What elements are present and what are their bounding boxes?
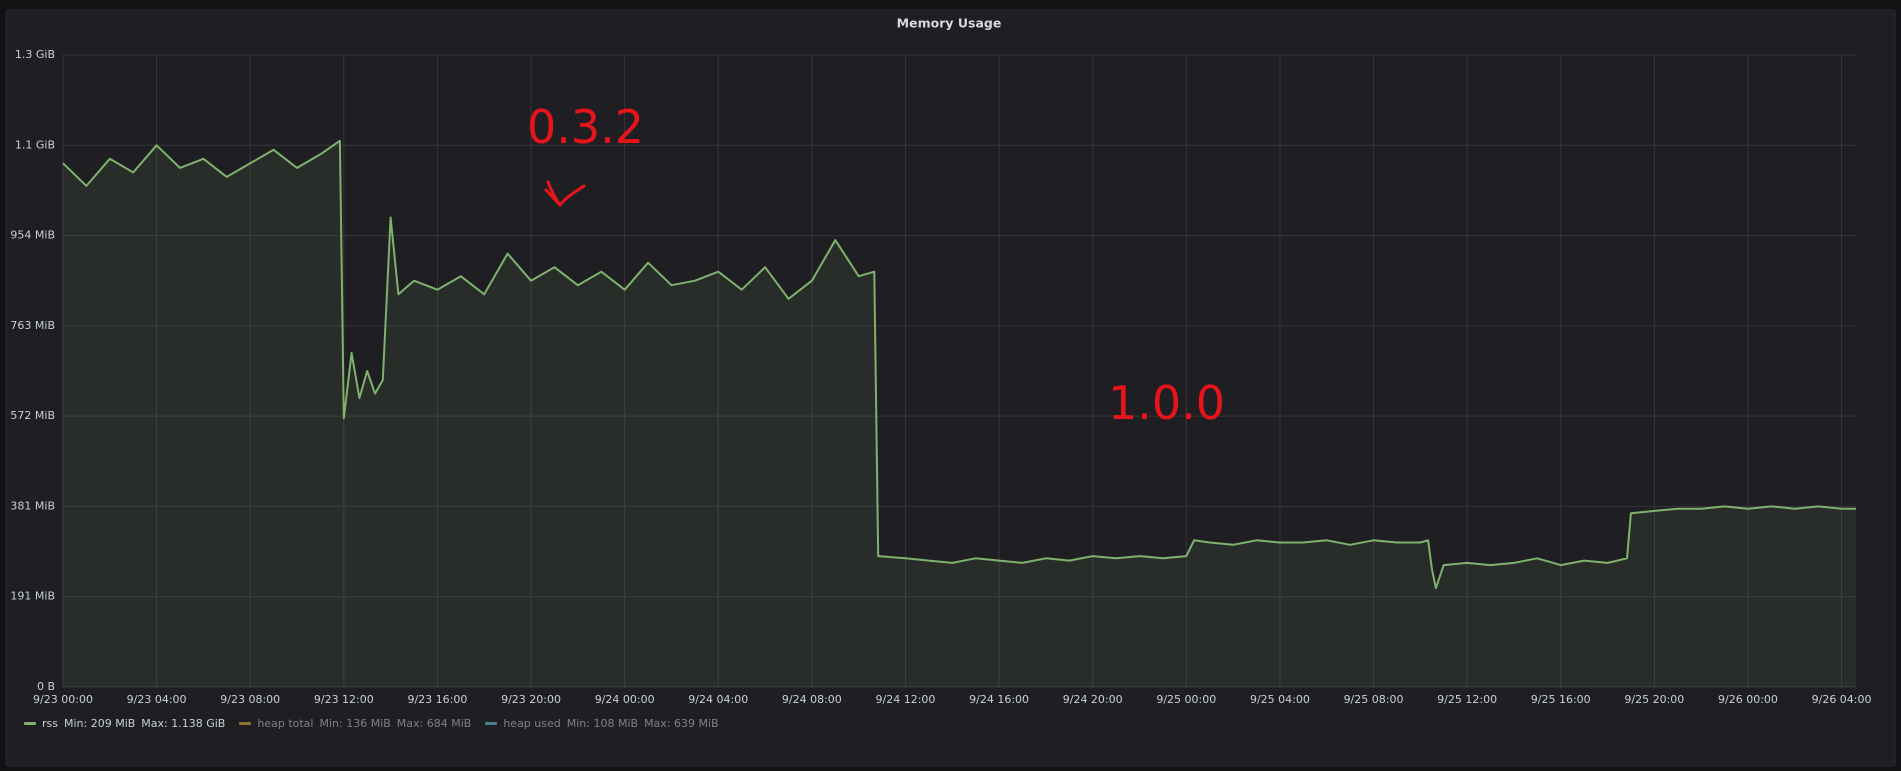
legend-label: heap total: [257, 717, 314, 730]
annotation: 1.0.0: [1108, 376, 1225, 430]
annotation: 0.3.2: [527, 100, 644, 154]
x-tick-label: 9/23 08:00: [220, 693, 280, 706]
legend-swatch: [24, 722, 36, 725]
x-tick-label: 9/24 08:00: [782, 693, 842, 706]
x-tick-label: 9/23 16:00: [407, 693, 467, 706]
panel: [5, 9, 1896, 767]
y-tick-label: 763 MiB: [10, 319, 55, 332]
x-tick-label: 9/25 12:00: [1437, 693, 1497, 706]
legend-stat: Max: 684 MiB: [396, 717, 472, 730]
legend-swatch: [485, 722, 498, 725]
legend-stat: Max: 639 MiB: [644, 717, 719, 730]
legend-item[interactable]: heap used Min: 108 MiB Max: 639 MiB: [485, 717, 719, 730]
y-tick-label: 1.3 GiB: [15, 48, 55, 61]
grid: 0 B 191 MiB 381 MiB 572 MiB 763 MiB 954 MiB 1.…: [10, 48, 1871, 706]
x-tick-label: 9/24 16:00: [969, 693, 1029, 706]
x-tick-label: 9/25 00:00: [1156, 693, 1216, 706]
x-tick-label: 9/26 00:00: [1718, 693, 1778, 706]
chart-title: Memory Usage: [897, 16, 1002, 31]
y-tick-label: 954 MiB: [10, 229, 55, 242]
x-tick-label: 9/23 20:00: [501, 693, 561, 706]
x-tick-label: 9/23 00:00: [33, 693, 93, 706]
y-tick-label: 1.1 GiB: [15, 138, 55, 151]
x-tick-label: 9/24 20:00: [1063, 693, 1123, 706]
annotation-arrow: [544, 180, 586, 208]
x-tick-label: 9/25 16:00: [1531, 693, 1591, 706]
marks: [62, 139, 1856, 688]
area: [63, 140, 1856, 688]
line: [62, 139, 1856, 590]
legend-label: rss: [42, 717, 58, 730]
y-tick-label: 0 B: [37, 680, 55, 693]
legend: rss Min: 209 MiB Max: 1.138 GiB heap total M…: [24, 717, 719, 730]
y-tick-label: 191 MiB: [10, 590, 55, 603]
legend-item[interactable]: heap total Min: 136 MiB Max: 684 MiB: [239, 717, 471, 730]
y-tick-label: 572 MiB: [10, 409, 55, 422]
x-tick-label: 9/26 04:00: [1812, 693, 1872, 706]
x-tick-label: 9/25 20:00: [1624, 693, 1684, 706]
legend-stat: Min: 136 MiB: [319, 717, 391, 730]
x-tick-label: 9/25 04:00: [1250, 693, 1310, 706]
x-tick-label: 9/23 12:00: [314, 693, 374, 706]
legend-item[interactable]: rss Min: 209 MiB Max: 1.138 GiB: [24, 717, 225, 730]
legend-stat: Max: 1.138 GiB: [141, 717, 226, 730]
legend-stat: Min: 108 MiB: [566, 717, 639, 730]
x-tick-label: 9/24 00:00: [595, 693, 655, 706]
x-tick-label: 9/25 08:00: [1344, 693, 1404, 706]
x-tick-label: 9/24 12:00: [876, 693, 936, 706]
x-tick-label: 9/23 04:00: [127, 693, 187, 706]
legend-swatch: [239, 722, 252, 725]
legend-stat: Min: 209 MiB: [63, 717, 136, 730]
legend-label: heap used: [503, 717, 561, 730]
x-tick-label: 9/24 04:00: [688, 693, 748, 706]
y-tick-label: 381 MiB: [10, 499, 55, 512]
